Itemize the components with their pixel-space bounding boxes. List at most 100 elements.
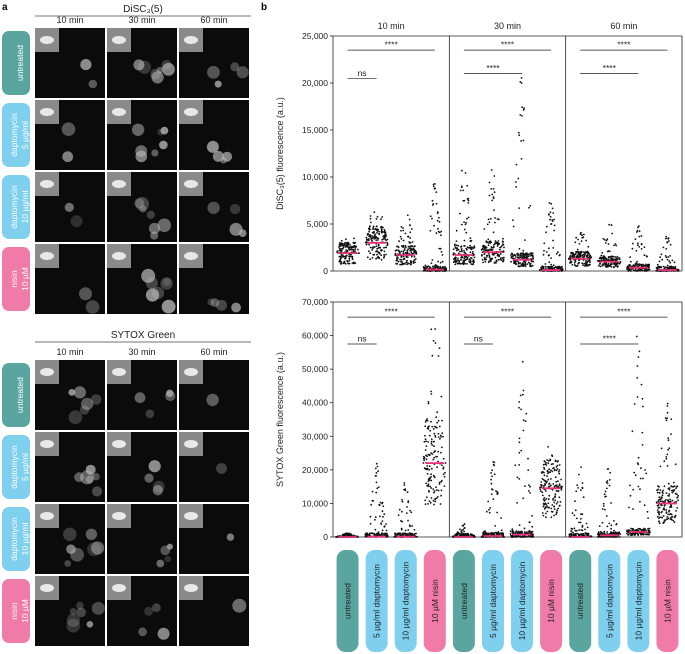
data-point (454, 256, 457, 259)
data-point (510, 254, 512, 256)
data-point (348, 246, 351, 249)
data-point (495, 262, 497, 264)
fluorescent-cell (66, 613, 81, 627)
data-point (551, 504, 554, 506)
data-point (552, 467, 554, 470)
fluorescent-cell (156, 559, 165, 568)
x-category-labels: untreated 5 µg/ml daptomycin 10 µg/ml dapt… (336, 550, 679, 652)
data-point (573, 255, 575, 258)
data-point (585, 522, 588, 525)
data-point (628, 506, 630, 509)
fluorescent-cell (206, 393, 219, 407)
data-point (374, 518, 376, 521)
data-point (603, 530, 606, 533)
data-point (375, 245, 378, 248)
data-point (528, 530, 531, 532)
data-point (659, 500, 662, 503)
data-point (527, 469, 530, 471)
x-category: 10 µM nisin (662, 579, 672, 623)
data-point (608, 522, 611, 525)
data-point (433, 490, 436, 492)
data-point (410, 261, 413, 264)
data-point (675, 510, 677, 512)
fluorescent-cell (232, 598, 247, 613)
data-point (423, 440, 426, 443)
data-point (605, 515, 608, 517)
data-point (348, 259, 351, 262)
data-point (617, 532, 619, 534)
data-point (556, 468, 559, 470)
data-point (434, 267, 436, 269)
data-point (543, 474, 546, 477)
data-point (518, 478, 521, 480)
data-point (611, 232, 614, 235)
time-label: 10 min (56, 15, 83, 25)
data-point (610, 266, 613, 268)
data-point (376, 232, 378, 234)
data-point (677, 270, 679, 272)
data-point (496, 511, 498, 514)
data-point (640, 383, 643, 386)
data-point (346, 241, 349, 244)
data-point (671, 259, 674, 262)
data-point (473, 256, 476, 259)
data-point (463, 228, 466, 231)
data-point (410, 260, 413, 263)
data-point (518, 401, 521, 403)
data-point (366, 533, 369, 536)
data-point (436, 265, 439, 268)
data-point (410, 228, 413, 230)
data-point (371, 490, 374, 493)
data-point (643, 269, 646, 272)
data-point (452, 535, 455, 537)
time-label: 60 min (200, 15, 227, 25)
data-point (433, 456, 436, 459)
data-point (665, 235, 668, 238)
data-point (524, 264, 527, 267)
significance-label: **** (603, 333, 617, 343)
data-point (557, 480, 559, 482)
data-point (527, 535, 530, 538)
data-point (436, 421, 438, 424)
data-point (524, 256, 527, 259)
data-point (480, 248, 483, 251)
data-point (545, 512, 547, 515)
data-point (489, 217, 492, 220)
data-point (524, 420, 527, 423)
data-point (517, 177, 520, 180)
condition-label-line2: 10 µM (20, 267, 30, 291)
data-point (469, 244, 471, 247)
data-point (528, 490, 530, 492)
x-category-pill (569, 550, 592, 652)
data-point (400, 226, 403, 228)
data-point (581, 533, 584, 536)
fluorescent-cell (236, 66, 249, 79)
data-point (609, 471, 611, 474)
data-point (375, 462, 378, 465)
data-point (661, 500, 664, 503)
data-point (460, 258, 463, 261)
fluorescent-cell (145, 288, 160, 302)
data-point (556, 501, 559, 503)
data-point (452, 252, 455, 255)
data-point (484, 257, 487, 260)
fluorescent-cell (90, 394, 102, 405)
data-point (636, 529, 639, 531)
fluorescent-cell (68, 410, 83, 425)
data-point (671, 491, 674, 494)
data-point (345, 241, 347, 244)
data-point (522, 108, 525, 111)
data-point (515, 256, 517, 258)
data-point (658, 513, 661, 516)
fluorescent-cell (66, 618, 81, 633)
data-point (432, 185, 435, 188)
data-point (661, 494, 664, 497)
fluorescent-cell (166, 543, 173, 550)
data-point (550, 507, 553, 510)
data-point (539, 488, 542, 491)
data-point (492, 196, 495, 198)
data-point (372, 228, 374, 231)
data-point (412, 247, 415, 250)
data-point (424, 503, 427, 505)
